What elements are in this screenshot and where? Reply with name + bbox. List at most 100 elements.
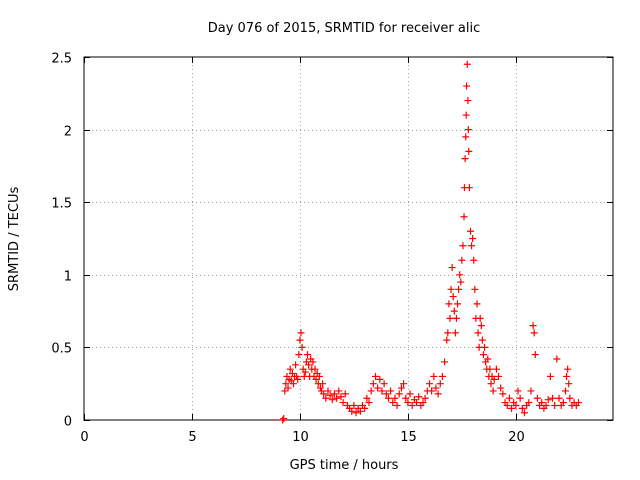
data-point — [436, 380, 444, 388]
data-point — [489, 387, 497, 395]
data-point — [462, 133, 470, 141]
y-tick-label: 2.5 — [51, 52, 72, 67]
data-point — [563, 372, 571, 380]
y-tick-label: 1 — [64, 270, 72, 285]
data-point — [525, 399, 533, 407]
data-point — [461, 155, 469, 163]
data-point — [538, 399, 546, 407]
data-point — [516, 394, 524, 402]
data-point — [542, 401, 550, 409]
x-tick-label: 10 — [292, 430, 309, 445]
data-point — [520, 409, 528, 417]
data-point — [464, 97, 472, 105]
data-point — [564, 365, 572, 373]
data-point — [471, 285, 479, 293]
data-point — [415, 393, 423, 401]
data-point — [286, 365, 294, 373]
chart-title: Day 076 of 2015, SRMTID for receiver ali… — [208, 21, 481, 36]
data-point — [402, 394, 410, 402]
data-point — [452, 314, 460, 322]
data-point — [337, 393, 345, 401]
data-point — [450, 307, 458, 315]
data-point — [387, 387, 395, 395]
data-point — [445, 300, 453, 308]
data-point — [303, 351, 311, 359]
data-point — [457, 278, 465, 286]
data-point — [497, 384, 505, 392]
y-tick-label: 2 — [64, 125, 72, 140]
data-point — [348, 407, 356, 415]
data-point — [298, 343, 306, 351]
data-point — [320, 390, 328, 398]
data-point — [335, 387, 343, 395]
data-point — [324, 387, 332, 395]
data-point — [449, 293, 457, 301]
data-point — [425, 380, 433, 388]
x-tick-label: 0 — [80, 430, 88, 445]
data-point — [289, 380, 297, 388]
y-tick-label: 0 — [64, 415, 72, 430]
data-point — [499, 390, 507, 398]
data-point — [465, 184, 473, 192]
data-point — [503, 401, 511, 409]
data-points — [279, 60, 582, 424]
data-point — [292, 361, 300, 369]
data-point — [282, 380, 290, 388]
data-point — [486, 365, 494, 373]
data-point — [441, 358, 449, 366]
data-point — [459, 242, 467, 250]
data-point — [446, 314, 454, 322]
data-point — [311, 365, 319, 373]
grid — [84, 57, 613, 420]
data-point — [448, 264, 456, 272]
data-point — [367, 387, 375, 395]
data-point — [518, 404, 526, 412]
data-point — [432, 384, 440, 392]
data-point — [447, 285, 455, 293]
data-point — [460, 213, 468, 221]
data-point — [333, 394, 341, 402]
data-point — [397, 384, 405, 392]
data-point — [406, 390, 414, 398]
data-point — [328, 396, 336, 404]
plot-frame — [83, 56, 614, 421]
data-point — [559, 399, 567, 407]
x-tick-label: 20 — [508, 430, 525, 445]
data-point — [478, 336, 486, 344]
data-point — [444, 329, 452, 337]
y-axis-title: SRMTID / TECUs — [7, 187, 22, 292]
data-point — [376, 375, 384, 383]
data-point — [481, 343, 489, 351]
data-point — [479, 351, 487, 359]
data-point — [408, 401, 416, 409]
data-point — [492, 365, 500, 373]
data-point — [512, 401, 520, 409]
data-point — [465, 147, 473, 155]
data-point — [400, 380, 408, 388]
x-axis-title: GPS time / hours — [290, 458, 399, 473]
data-point — [527, 387, 535, 395]
data-point — [428, 387, 436, 395]
data-point — [553, 355, 561, 363]
data-point — [470, 256, 478, 264]
data-point — [365, 399, 373, 407]
data-point — [419, 399, 427, 407]
data-point — [279, 416, 287, 424]
data-point — [546, 372, 554, 380]
x-tick-label: 5 — [188, 430, 196, 445]
data-point — [413, 399, 421, 407]
data-point — [315, 372, 323, 380]
data-point — [371, 372, 379, 380]
data-point — [430, 372, 438, 380]
data-point — [477, 322, 485, 330]
data-point — [322, 394, 330, 402]
data-point — [551, 401, 559, 409]
data-point — [369, 380, 377, 388]
data-point — [352, 409, 360, 417]
data-point — [434, 390, 442, 398]
data-point — [505, 394, 513, 402]
data-point — [319, 380, 327, 388]
data-point — [326, 391, 334, 399]
data-point — [380, 380, 388, 388]
y-tick-label: 1.5 — [51, 197, 72, 212]
